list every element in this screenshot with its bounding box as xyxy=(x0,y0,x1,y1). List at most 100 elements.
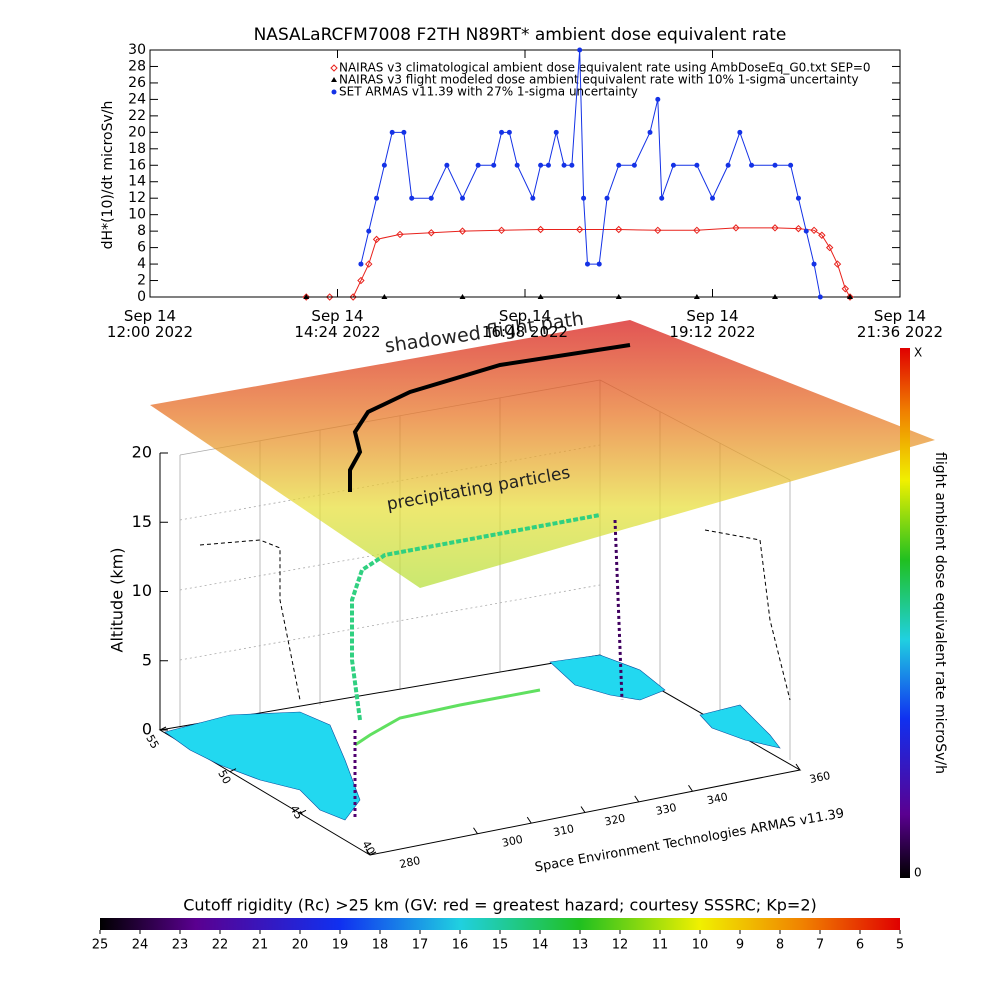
chart-title: NASALaRCFM7008 F2TH N89RT* ambient dose … xyxy=(254,25,787,45)
point xyxy=(396,230,404,239)
point xyxy=(575,225,584,234)
point xyxy=(401,129,407,135)
point xyxy=(732,224,740,232)
point xyxy=(772,162,778,168)
point xyxy=(710,195,715,201)
x-tick xyxy=(473,827,478,835)
x-tick-label: Sep 14 19:12 2022 xyxy=(669,307,756,341)
colorbar-title: Cutoff rigidity (Rc) >25 km (GV: red = g… xyxy=(183,896,817,915)
y-tick xyxy=(369,851,377,856)
colorbar-title: flight ambient dose equivalent rate micr… xyxy=(932,452,948,774)
point xyxy=(581,195,587,201)
point xyxy=(302,293,310,301)
y-tick-label: 8 xyxy=(137,223,146,239)
colorbar-tick-label: 6 xyxy=(856,938,864,953)
z-tick-label: 15 xyxy=(132,512,152,531)
point xyxy=(459,294,466,299)
z-axis-label: Altitude (km) xyxy=(108,548,127,653)
y-tick xyxy=(299,809,307,814)
point xyxy=(833,260,842,268)
point xyxy=(615,225,623,234)
y-tick-label: 55 xyxy=(143,732,161,751)
point xyxy=(409,195,415,201)
colorbar-tick-label: 13 xyxy=(572,938,589,953)
point xyxy=(349,293,357,301)
legend-label: NAIRAS v3 flight modeled dose ambient eq… xyxy=(339,73,859,87)
x-tick xyxy=(688,784,693,792)
point xyxy=(497,226,506,235)
x-tick-label: 320 xyxy=(603,811,626,828)
z-tick-label: 20 xyxy=(132,443,152,462)
x-tick-label: 340 xyxy=(706,790,729,807)
x-tick xyxy=(365,848,371,856)
point xyxy=(357,276,365,285)
point xyxy=(499,129,505,135)
colorbar-tick-label: 18 xyxy=(372,938,389,953)
point xyxy=(381,294,388,299)
x-tick-label: Sep 14 16:48 2022 xyxy=(481,307,569,341)
flight-path xyxy=(199,343,791,820)
point xyxy=(530,195,536,201)
z-tick-label: 5 xyxy=(142,650,152,669)
point xyxy=(537,294,544,299)
point xyxy=(788,162,794,168)
legend-marker xyxy=(331,77,337,82)
point xyxy=(737,129,743,135)
point xyxy=(460,195,465,201)
y-tick-label: 50 xyxy=(215,768,233,787)
y-tick-label: 22 xyxy=(128,108,146,124)
x-tick-label: Sep 14 14:24 2022 xyxy=(294,307,381,341)
point xyxy=(536,225,545,234)
point xyxy=(475,162,481,168)
colorbar-tick-label: 15 xyxy=(492,938,509,953)
legend-label: SET ARMAS v11.39 with 27% 1-sigma uncert… xyxy=(339,85,638,99)
y-tick-label: 12 xyxy=(128,190,146,206)
point xyxy=(444,162,450,168)
colorbar-tick-label: 5 xyxy=(896,938,904,953)
point xyxy=(596,261,602,267)
z-tick-label: 0 xyxy=(142,720,152,739)
colorbar-tick-label: 17 xyxy=(412,938,429,953)
point xyxy=(846,293,854,301)
x-tick-label: 330 xyxy=(655,801,678,818)
point xyxy=(585,261,590,267)
point xyxy=(795,195,801,201)
point xyxy=(325,293,334,301)
point xyxy=(825,243,834,252)
point xyxy=(616,162,622,168)
y-tick-label: 26 xyxy=(128,75,146,91)
point xyxy=(491,162,497,168)
x-tick xyxy=(634,795,640,803)
point xyxy=(655,96,661,102)
x-tick-label: 280 xyxy=(398,854,421,871)
point xyxy=(561,162,567,168)
point xyxy=(654,226,662,235)
colorbar-tick-label: 12 xyxy=(612,938,629,953)
point xyxy=(647,129,653,135)
point xyxy=(374,195,380,201)
y-tick-label: 40 xyxy=(359,838,377,857)
x-tick-label: Sep 14 21:36 2022 xyxy=(856,307,944,341)
y-tick-label: 0 xyxy=(137,289,146,305)
y-tick-label: 28 xyxy=(128,58,146,74)
x-tick-label: Sep 14 12:00 2022 xyxy=(106,307,194,341)
point xyxy=(772,294,778,299)
point xyxy=(659,195,665,201)
series-line xyxy=(306,227,851,298)
y-tick-label: 2 xyxy=(137,273,146,289)
point xyxy=(810,226,818,235)
point xyxy=(631,162,637,168)
point xyxy=(693,226,701,235)
y-tick-label: 14 xyxy=(128,174,146,190)
point xyxy=(545,162,551,168)
colorbar-tick-label: 8 xyxy=(776,938,784,953)
map xyxy=(164,654,781,821)
point xyxy=(693,294,700,299)
point xyxy=(817,294,823,300)
y-tick xyxy=(229,768,237,773)
colorbar-tick-label: 9 xyxy=(736,938,744,953)
colorbar-tick-label: 22 xyxy=(212,938,229,953)
point xyxy=(381,162,387,168)
colorbar-horizontal xyxy=(100,918,900,930)
